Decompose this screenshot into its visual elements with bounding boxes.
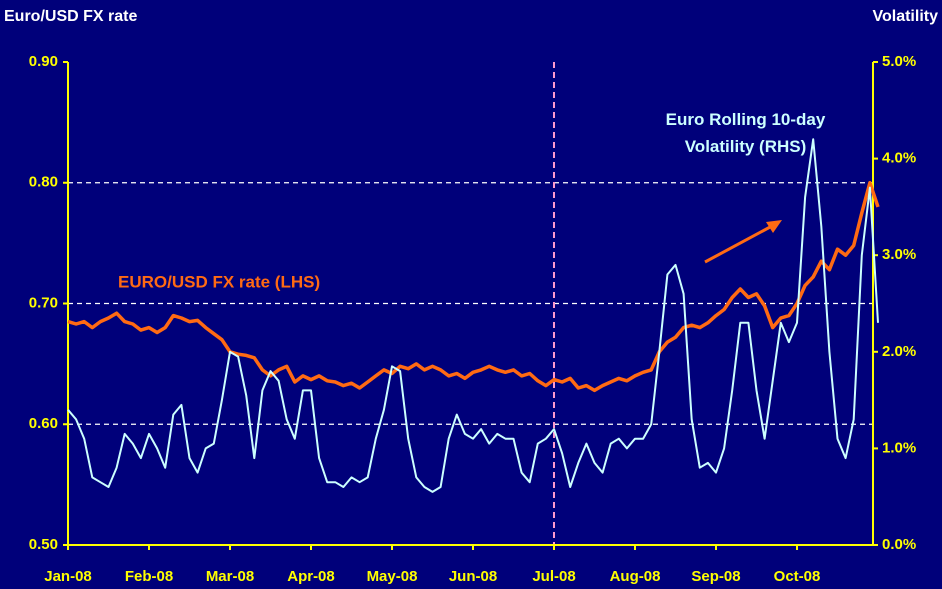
series-line <box>67 138 879 493</box>
y2-tick-label: 4.0% <box>882 150 916 167</box>
y2-tick-label: 5.0% <box>882 53 916 70</box>
y2-tick-label: 0.0% <box>882 536 916 553</box>
x-tick-label: Oct-08 <box>774 568 821 585</box>
y2-axis-label: Volatility <box>873 8 939 25</box>
x-tick-label: Apr-08 <box>287 568 335 585</box>
x-tick-label: Jul-08 <box>532 568 575 585</box>
annotation-arrow <box>704 224 773 264</box>
x-tick-label: May-08 <box>367 568 418 585</box>
y-axis-label: Euro/USD FX rate <box>4 8 137 25</box>
y2-tick-label: 1.0% <box>882 439 916 456</box>
x-tick-label: Jun-08 <box>449 568 497 585</box>
y-tick-label: 0.60 <box>29 415 58 432</box>
x-tick-label: Sep-08 <box>691 568 740 585</box>
y-tick-label: 0.80 <box>29 174 58 191</box>
x-tick-label: Feb-08 <box>125 568 173 585</box>
arrow-head <box>766 220 782 233</box>
series-line <box>67 180 880 393</box>
y-tick-label: 0.50 <box>29 536 58 553</box>
y-tick-label: 0.70 <box>29 294 58 311</box>
y-tick-label: 0.90 <box>29 53 58 70</box>
series-label: Euro Rolling 10-day Volatility (RHS) <box>665 110 826 156</box>
y2-tick-label: 3.0% <box>882 246 916 263</box>
series-label: EURO/USD FX rate (LHS) <box>118 272 320 291</box>
y2-tick-label: 2.0% <box>882 343 916 360</box>
x-tick-label: Jan-08 <box>44 568 92 585</box>
x-tick-label: Aug-08 <box>610 568 661 585</box>
x-tick-label: Mar-08 <box>206 568 254 585</box>
